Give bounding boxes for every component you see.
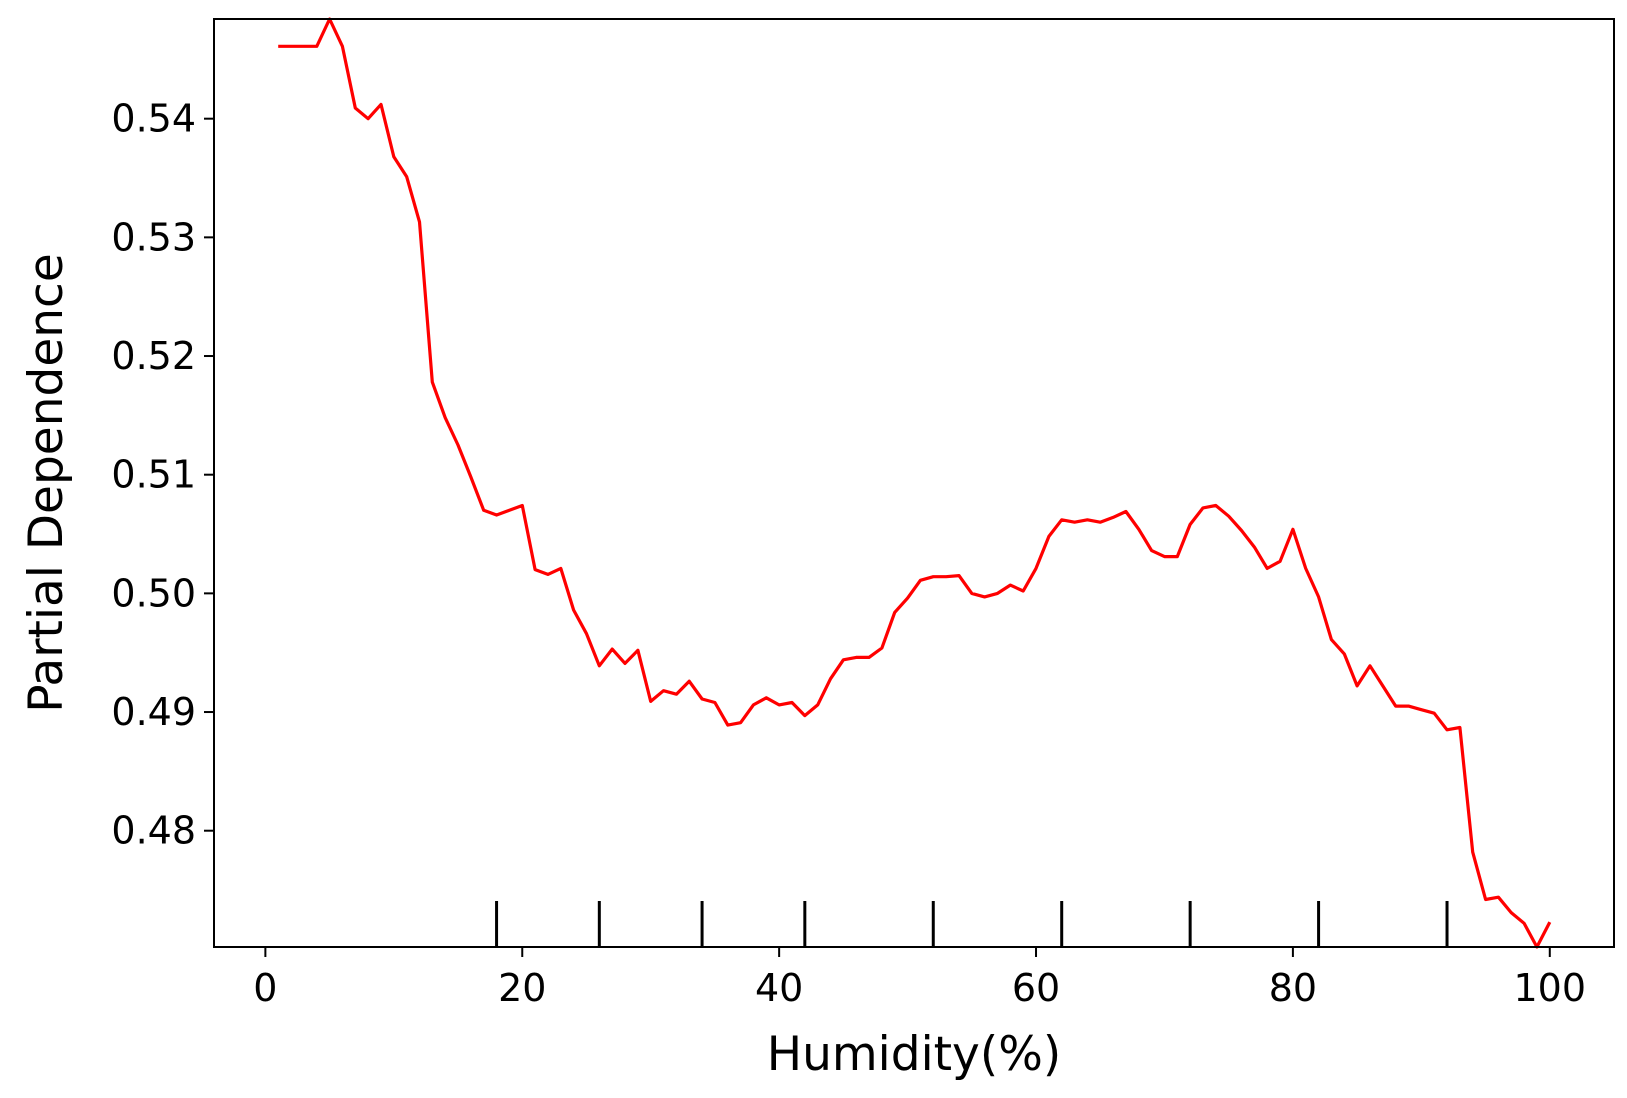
y-axis-ticks: 0.48 0.49 0.50 0.51 0.52 0.53 0.54 — [111, 97, 214, 853]
y-tick-label: 0.48 — [111, 809, 196, 853]
x-tick-label: 0 — [253, 966, 277, 1010]
series-line — [278, 17, 1552, 949]
y-tick-label: 0.52 — [111, 334, 196, 378]
x-tick-label: 100 — [1514, 966, 1587, 1010]
x-tick-label: 20 — [498, 966, 546, 1010]
y-tick-label: 0.50 — [111, 571, 196, 615]
rug-marks — [495, 901, 1449, 947]
y-tick-label: 0.51 — [111, 453, 196, 497]
y-axis-title: Partial Dependence — [19, 253, 74, 713]
x-tick-label: 40 — [755, 966, 803, 1010]
y-tick-label: 0.54 — [111, 97, 196, 141]
x-axis-ticks: 0 20 40 60 80 100 — [253, 947, 1586, 1010]
x-tick-label: 80 — [1269, 966, 1317, 1010]
plot-area-frame — [213, 18, 1615, 948]
y-tick-label: 0.53 — [111, 215, 196, 259]
y-tick-label: 0.49 — [111, 690, 196, 734]
x-tick-label: 60 — [1012, 966, 1060, 1010]
x-axis-title: Humidity(%) — [767, 1027, 1061, 1082]
